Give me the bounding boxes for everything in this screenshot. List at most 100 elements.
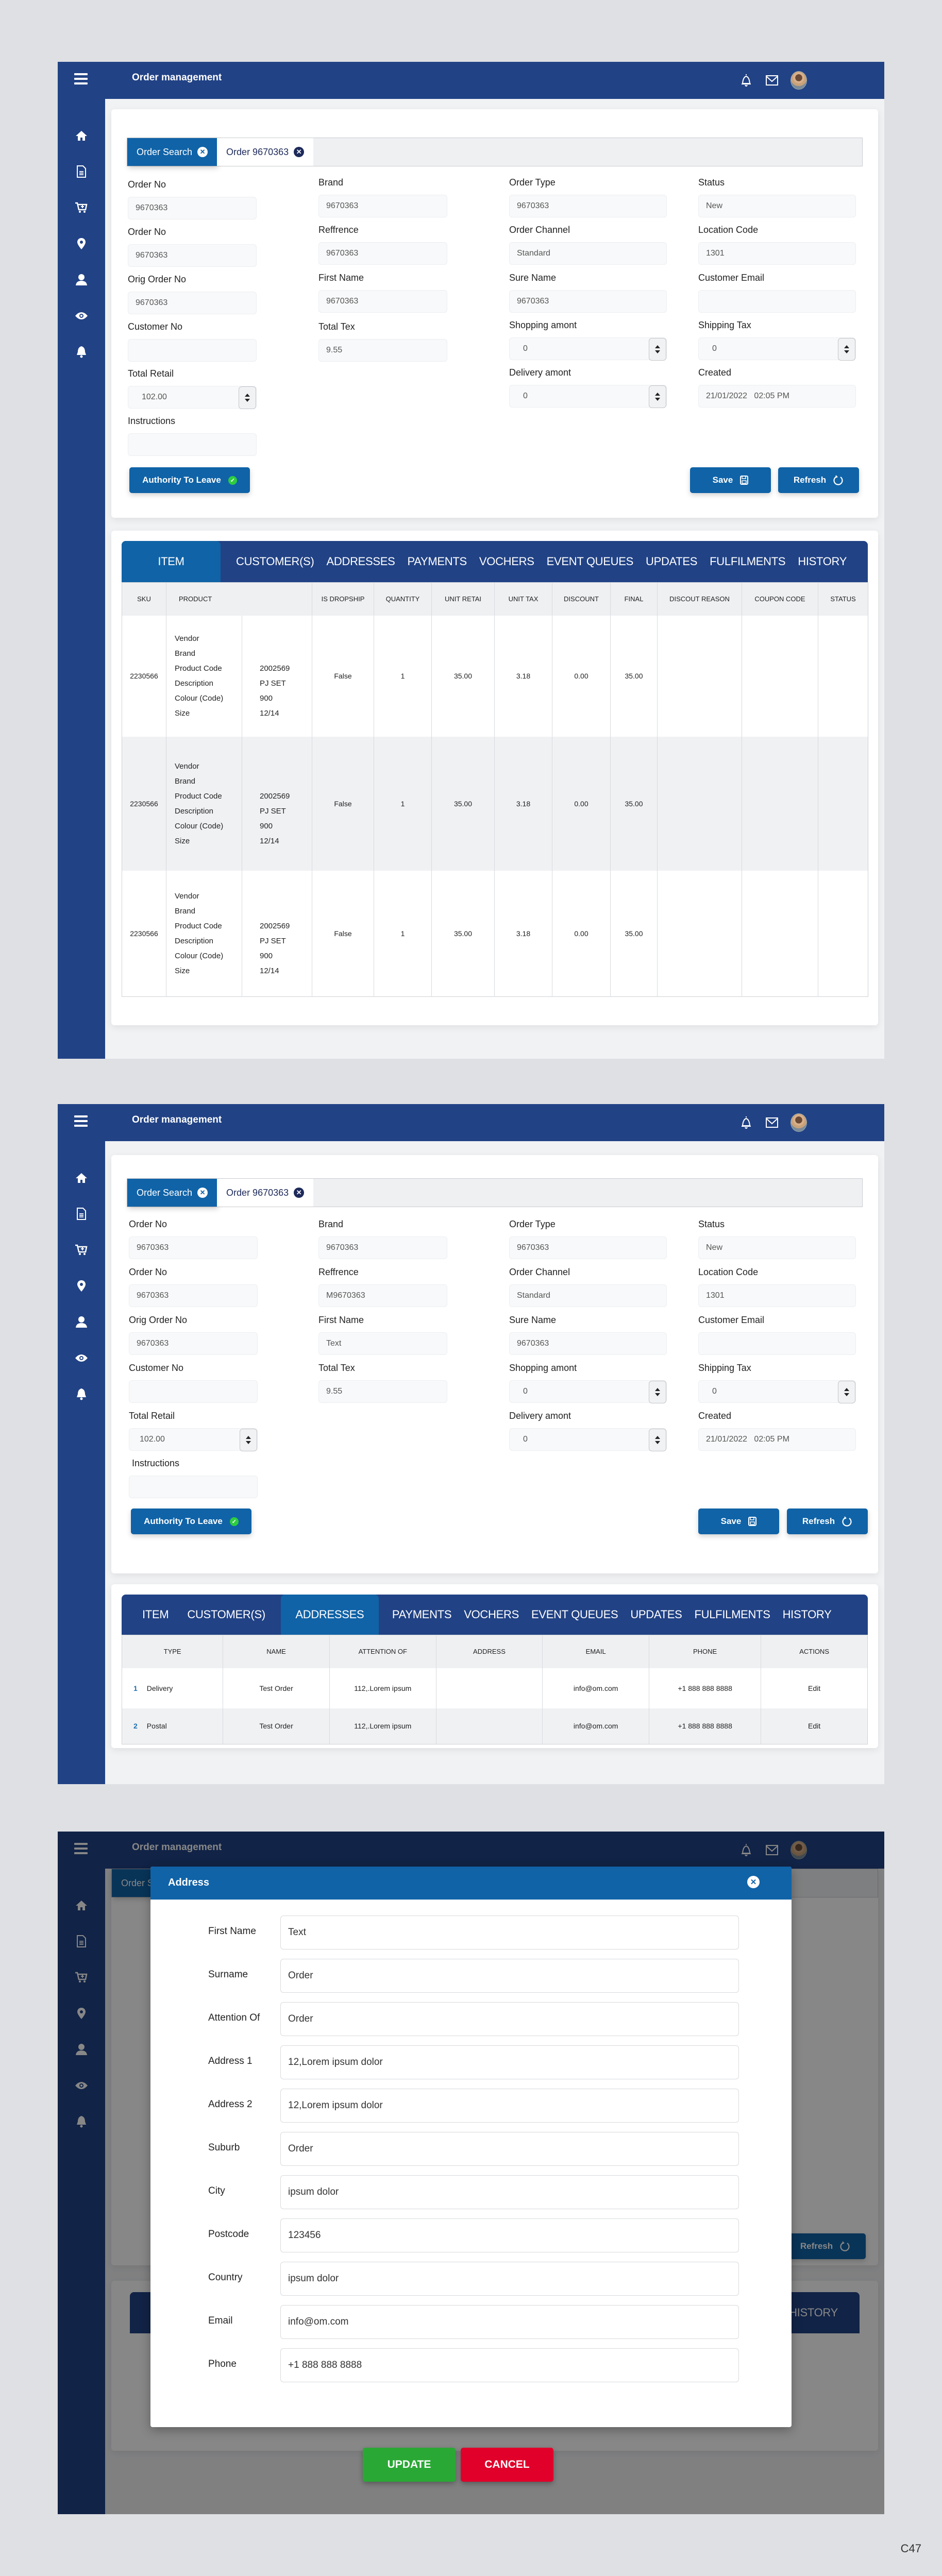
bell-outline-icon[interactable] (739, 73, 753, 88)
eye-icon[interactable] (58, 2067, 105, 2104)
country-input[interactable]: ipsum dolor (280, 2262, 739, 2296)
sku-link[interactable]: 2230566 (130, 672, 158, 680)
column-header[interactable]: PHONE (649, 1635, 761, 1668)
first-name-input[interactable]: Text (318, 1332, 447, 1355)
mail-icon[interactable] (765, 73, 779, 88)
close-tab-icon[interactable]: ✕ (294, 147, 305, 157)
close-tab-icon[interactable]: ✕ (197, 147, 208, 157)
tab-payments[interactable]: PAYMENTS (407, 555, 467, 568)
refresh-button[interactable]: Refresh (787, 1509, 868, 1534)
column-header[interactable]: COUPON CODE (742, 582, 818, 616)
first-name-input[interactable]: Text (280, 1916, 739, 1950)
column-header[interactable]: ACTIONS (761, 1635, 868, 1668)
tab-fulfilments[interactable]: FULFILMENTS (694, 1608, 770, 1621)
edit-link[interactable]: Edit (761, 1668, 868, 1708)
customer-email-input[interactable] (698, 1332, 856, 1355)
suburb-input[interactable]: Order (280, 2132, 739, 2166)
order-channel-input[interactable]: Standard (509, 242, 667, 265)
number-stepper[interactable] (239, 386, 256, 409)
column-header[interactable]: EMAIL (542, 1635, 649, 1668)
instructions-input[interactable] (128, 433, 257, 456)
city-input[interactable]: ipsum dolor (280, 2175, 739, 2209)
update-button[interactable]: UPDATE (363, 2448, 456, 2482)
number-stepper[interactable] (649, 1429, 666, 1451)
column-header[interactable]: DISCOUT REASON (657, 582, 742, 616)
number-stepper[interactable] (240, 1429, 257, 1451)
shipping-tax-input[interactable]: 0 (698, 1380, 856, 1403)
column-header[interactable]: STATUS (818, 582, 868, 616)
tab-order-detail[interactable]: Order 9670363 ✕ (217, 1179, 314, 1207)
orig-order-no-input[interactable]: 9670363 (129, 1332, 258, 1355)
number-stepper[interactable] (838, 1381, 855, 1403)
bell-icon[interactable] (58, 2104, 105, 2140)
location-code-input[interactable]: 1301 (698, 1284, 856, 1307)
table-row[interactable]: 2 Postal Test Order 112,.Lorem ipsum info… (122, 1708, 868, 1744)
address-2-input[interactable]: 12,Lorem ipsum dolor (280, 2089, 739, 2123)
authority-to-leave-button[interactable]: Authority To Leave ✓ (131, 1509, 251, 1534)
sku-link[interactable]: 2230566 (130, 929, 158, 938)
location-code-input[interactable]: 1301 (698, 242, 856, 265)
instructions-input[interactable] (129, 1476, 258, 1498)
home-icon[interactable] (58, 1887, 105, 1923)
bell-outline-icon[interactable] (739, 1115, 753, 1130)
tab-item[interactable]: ITEM (142, 1608, 169, 1621)
cart-plus-icon[interactable] (58, 1959, 105, 1995)
user-icon[interactable] (58, 1304, 105, 1340)
total-retail-input[interactable]: 102.00 (129, 1428, 258, 1451)
number-stepper[interactable] (838, 338, 855, 361)
order-type-input[interactable]: 9670363 (509, 1236, 667, 1259)
cart-plus-icon[interactable] (58, 1232, 105, 1268)
created-input[interactable]: 21/01/2022 02:05 PM (698, 1428, 856, 1451)
user-avatar[interactable] (790, 1113, 807, 1132)
save-button[interactable]: Save (690, 467, 771, 493)
tab-vochers[interactable]: VOCHERS (464, 1608, 519, 1621)
order-type-input[interactable]: 9670363 (509, 195, 667, 217)
phone-input[interactable]: +1 888 888 8888 (280, 2348, 739, 2382)
save-button[interactable]: Save (698, 1509, 779, 1534)
column-header[interactable]: QUANTITY (374, 582, 432, 616)
shopping-amount-input[interactable]: 0 (509, 337, 667, 361)
status-input[interactable]: New (698, 1236, 856, 1259)
order-channel-input[interactable]: Standard (509, 1284, 667, 1307)
home-icon[interactable] (58, 117, 105, 154)
eye-icon[interactable] (58, 1340, 105, 1376)
user-avatar[interactable] (790, 71, 807, 90)
tab-item[interactable]: ITEM (122, 541, 221, 582)
close-tab-icon[interactable]: ✕ (294, 1188, 305, 1198)
tab-payments[interactable]: PAYMENTS (392, 1608, 452, 1621)
location-pin-icon[interactable] (58, 1268, 105, 1304)
attention-of-input[interactable]: Order (280, 2002, 739, 2036)
tab-addresses[interactable]: ADDRESSES (280, 1595, 379, 1635)
customer-email-input[interactable] (698, 290, 856, 313)
number-stepper[interactable] (649, 385, 666, 408)
address-1-input[interactable]: 12,Lorem ipsum dolor (280, 2045, 739, 2079)
orig-order-no-input[interactable]: 9670363 (128, 292, 257, 314)
tab-addresses[interactable]: ADDRESSES (326, 555, 395, 568)
reference-input[interactable]: M9670363 (318, 1284, 447, 1307)
menu-icon[interactable] (74, 73, 88, 84)
document-icon[interactable] (58, 154, 105, 190)
column-header[interactable]: ATTENTION OF (329, 1635, 436, 1668)
column-header[interactable]: DISCOUNT (552, 582, 611, 616)
shopping-amount-input[interactable]: 0 (509, 1380, 667, 1403)
shipping-tax-input[interactable]: 0 (698, 337, 856, 361)
table-row[interactable]: 1 Delivery Test Order 112,.Lorem ipsum in… (122, 1668, 868, 1708)
total-tax-input[interactable]: 9.55 (318, 339, 447, 362)
tab-order-detail[interactable]: Order 9670363 ✕ (217, 138, 314, 166)
order-no-input[interactable]: 9670363 (129, 1236, 258, 1259)
total-retail-input[interactable]: 102.00 (128, 386, 257, 409)
mail-icon[interactable] (765, 1115, 779, 1130)
column-header[interactable]: SKU (122, 582, 166, 616)
number-stepper[interactable] (649, 1381, 666, 1403)
postcode-input[interactable]: 123456 (280, 2218, 739, 2252)
tab-updates[interactable]: UPDATES (645, 555, 698, 568)
number-stepper[interactable] (649, 338, 666, 361)
tab-event-queues[interactable]: EVENT QUEUES (531, 1608, 618, 1621)
user-avatar[interactable] (790, 1841, 807, 1859)
refresh-button[interactable]: Refresh (785, 2233, 866, 2259)
created-input[interactable]: 21/01/2022 02:05 PM (698, 385, 856, 408)
tab-order-search[interactable]: Order Search ✕ (127, 138, 217, 166)
order-no-input[interactable]: 9670363 (128, 197, 257, 219)
email-input[interactable]: info@om.com (280, 2305, 739, 2339)
delivery-amount-input[interactable]: 0 (509, 1428, 667, 1451)
